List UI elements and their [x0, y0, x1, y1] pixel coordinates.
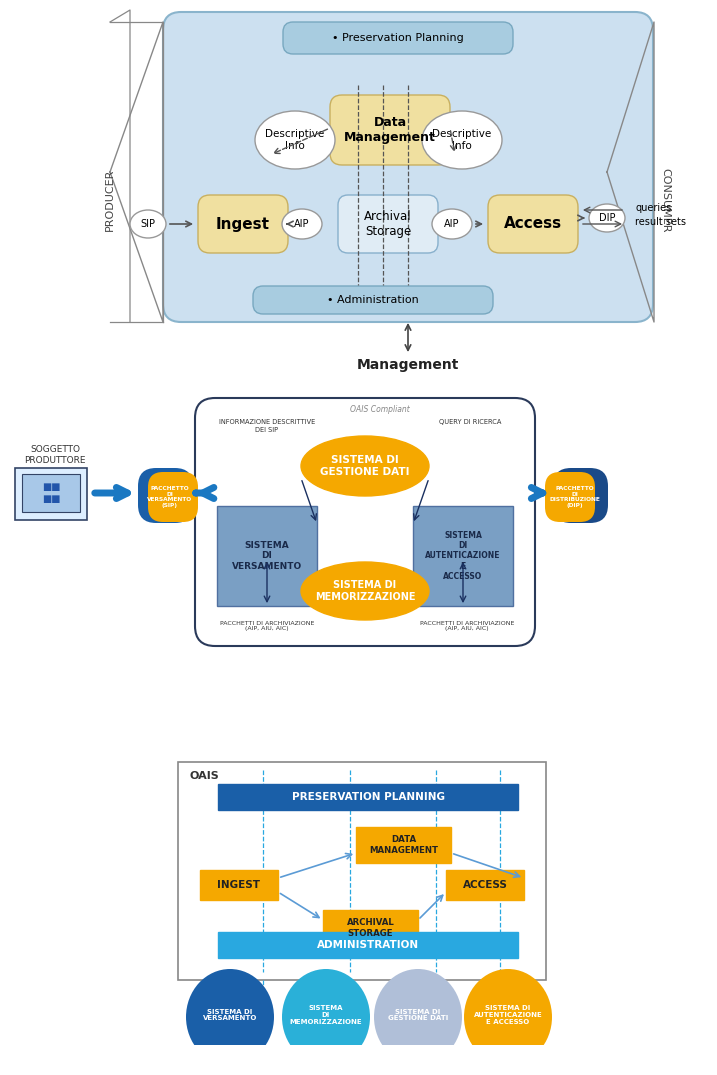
- FancyBboxPatch shape: [488, 195, 578, 253]
- FancyBboxPatch shape: [138, 468, 193, 524]
- Text: Management: Management: [357, 358, 459, 372]
- Text: CONSUMER: CONSUMER: [660, 168, 670, 232]
- Text: PACCHETTO
DI
DISTRIBUZIONE
(DIP): PACCHETTO DI DISTRIBUZIONE (DIP): [549, 486, 600, 508]
- FancyBboxPatch shape: [163, 12, 653, 322]
- Ellipse shape: [301, 562, 429, 620]
- Text: Access: Access: [504, 216, 562, 231]
- Text: AIP: AIP: [294, 219, 310, 229]
- Ellipse shape: [301, 436, 429, 496]
- FancyBboxPatch shape: [413, 506, 513, 606]
- Bar: [464, 1045, 552, 1075]
- Text: SISTEMA DI
MEMORIZZAZIONE: SISTEMA DI MEMORIZZAZIONE: [315, 580, 415, 602]
- Text: Descriptive
Info: Descriptive Info: [432, 129, 492, 151]
- Ellipse shape: [422, 111, 502, 169]
- FancyBboxPatch shape: [217, 506, 317, 606]
- FancyBboxPatch shape: [218, 932, 518, 958]
- FancyBboxPatch shape: [338, 195, 438, 253]
- Text: OAIS Compliant: OAIS Compliant: [350, 405, 410, 415]
- Ellipse shape: [464, 969, 552, 1065]
- FancyBboxPatch shape: [323, 911, 418, 946]
- Text: OAIS: OAIS: [190, 771, 219, 782]
- Text: SISTEMA
DI
VERSAMENTO: SISTEMA DI VERSAMENTO: [232, 541, 302, 571]
- Bar: [282, 1045, 370, 1075]
- Text: Data
Management: Data Management: [344, 116, 436, 144]
- FancyBboxPatch shape: [148, 472, 198, 522]
- FancyBboxPatch shape: [22, 474, 80, 512]
- Text: Archival
Storage: Archival Storage: [364, 210, 412, 238]
- Ellipse shape: [282, 969, 370, 1065]
- Text: • Preservation Planning: • Preservation Planning: [332, 33, 464, 43]
- FancyBboxPatch shape: [15, 468, 87, 520]
- Text: PACCHETTO
DI
VERSAMENTO
(SIP): PACCHETTO DI VERSAMENTO (SIP): [148, 486, 193, 508]
- Text: DATA
MANAGEMENT: DATA MANAGEMENT: [369, 835, 438, 855]
- Text: SISTEMA DI
GESTIONE DATI: SISTEMA DI GESTIONE DATI: [320, 455, 409, 477]
- Bar: [186, 1045, 274, 1075]
- Ellipse shape: [589, 204, 625, 232]
- Text: ACCESS: ACCESS: [462, 880, 508, 890]
- Text: AIP: AIP: [445, 219, 460, 229]
- Text: SISTEMA DI
AUTENTICAZIONE
E ACCESSO: SISTEMA DI AUTENTICAZIONE E ACCESSO: [474, 1005, 542, 1024]
- Text: PACCHETTI DI ARCHIVIAZIONE
(AIP, AIU, AIC): PACCHETTI DI ARCHIVIAZIONE (AIP, AIU, AI…: [220, 620, 314, 631]
- FancyBboxPatch shape: [356, 827, 451, 863]
- Text: INGEST: INGEST: [217, 880, 260, 890]
- Text: queries: queries: [635, 203, 671, 213]
- FancyBboxPatch shape: [178, 762, 546, 980]
- Text: SIP: SIP: [141, 219, 156, 229]
- Text: SISTEMA
DI
MEMORIZZAZIONE: SISTEMA DI MEMORIZZAZIONE: [290, 1005, 362, 1024]
- Text: Descriptive
Info: Descriptive Info: [265, 129, 325, 151]
- FancyBboxPatch shape: [253, 286, 493, 314]
- Text: SISTEMA DI
GESTIONE DATI: SISTEMA DI GESTIONE DATI: [388, 1008, 448, 1021]
- Text: SISTEMA
DI
AUTENTICAZIONE
E
ACCESSO: SISTEMA DI AUTENTICAZIONE E ACCESSO: [425, 531, 500, 582]
- FancyBboxPatch shape: [545, 472, 595, 522]
- Text: QUERY DI RICERCA: QUERY DI RICERCA: [439, 419, 501, 425]
- FancyBboxPatch shape: [218, 784, 518, 809]
- Text: DIP: DIP: [599, 213, 615, 223]
- Text: SISTEMA DI
VERSAMENTO: SISTEMA DI VERSAMENTO: [203, 1008, 257, 1021]
- Ellipse shape: [374, 969, 462, 1065]
- Ellipse shape: [432, 209, 472, 239]
- Text: INFORMAZIONE DESCRITTIVE
DEI SIP: INFORMAZIONE DESCRITTIVE DEI SIP: [219, 419, 315, 432]
- FancyBboxPatch shape: [446, 870, 524, 900]
- FancyBboxPatch shape: [330, 95, 450, 164]
- FancyBboxPatch shape: [198, 195, 288, 253]
- FancyBboxPatch shape: [195, 398, 535, 646]
- Bar: [374, 1045, 462, 1075]
- Text: • Administration: • Administration: [327, 295, 419, 305]
- Text: Ingest: Ingest: [216, 216, 270, 231]
- Text: PRODUCER: PRODUCER: [105, 169, 115, 231]
- Text: ADMINISTRATION: ADMINISTRATION: [317, 940, 419, 950]
- Text: PACCHETTI DI ARCHIVIAZIONE
(AIP, AIU, AIC): PACCHETTI DI ARCHIVIAZIONE (AIP, AIU, AI…: [420, 620, 514, 631]
- Text: PRESERVATION PLANNING: PRESERVATION PLANNING: [292, 792, 445, 802]
- Text: ARCHIVAL
STORAGE: ARCHIVAL STORAGE: [346, 918, 394, 937]
- Text: ■■
■■: ■■ ■■: [42, 483, 60, 504]
- Ellipse shape: [186, 969, 274, 1065]
- Ellipse shape: [130, 210, 166, 238]
- FancyBboxPatch shape: [283, 22, 513, 54]
- Text: result sets: result sets: [635, 217, 686, 227]
- Ellipse shape: [255, 111, 335, 169]
- Text: SOGGETTO
PRODUTTORE: SOGGETTO PRODUTTORE: [24, 445, 86, 464]
- FancyBboxPatch shape: [553, 468, 608, 524]
- Ellipse shape: [282, 209, 322, 239]
- FancyBboxPatch shape: [200, 870, 278, 900]
